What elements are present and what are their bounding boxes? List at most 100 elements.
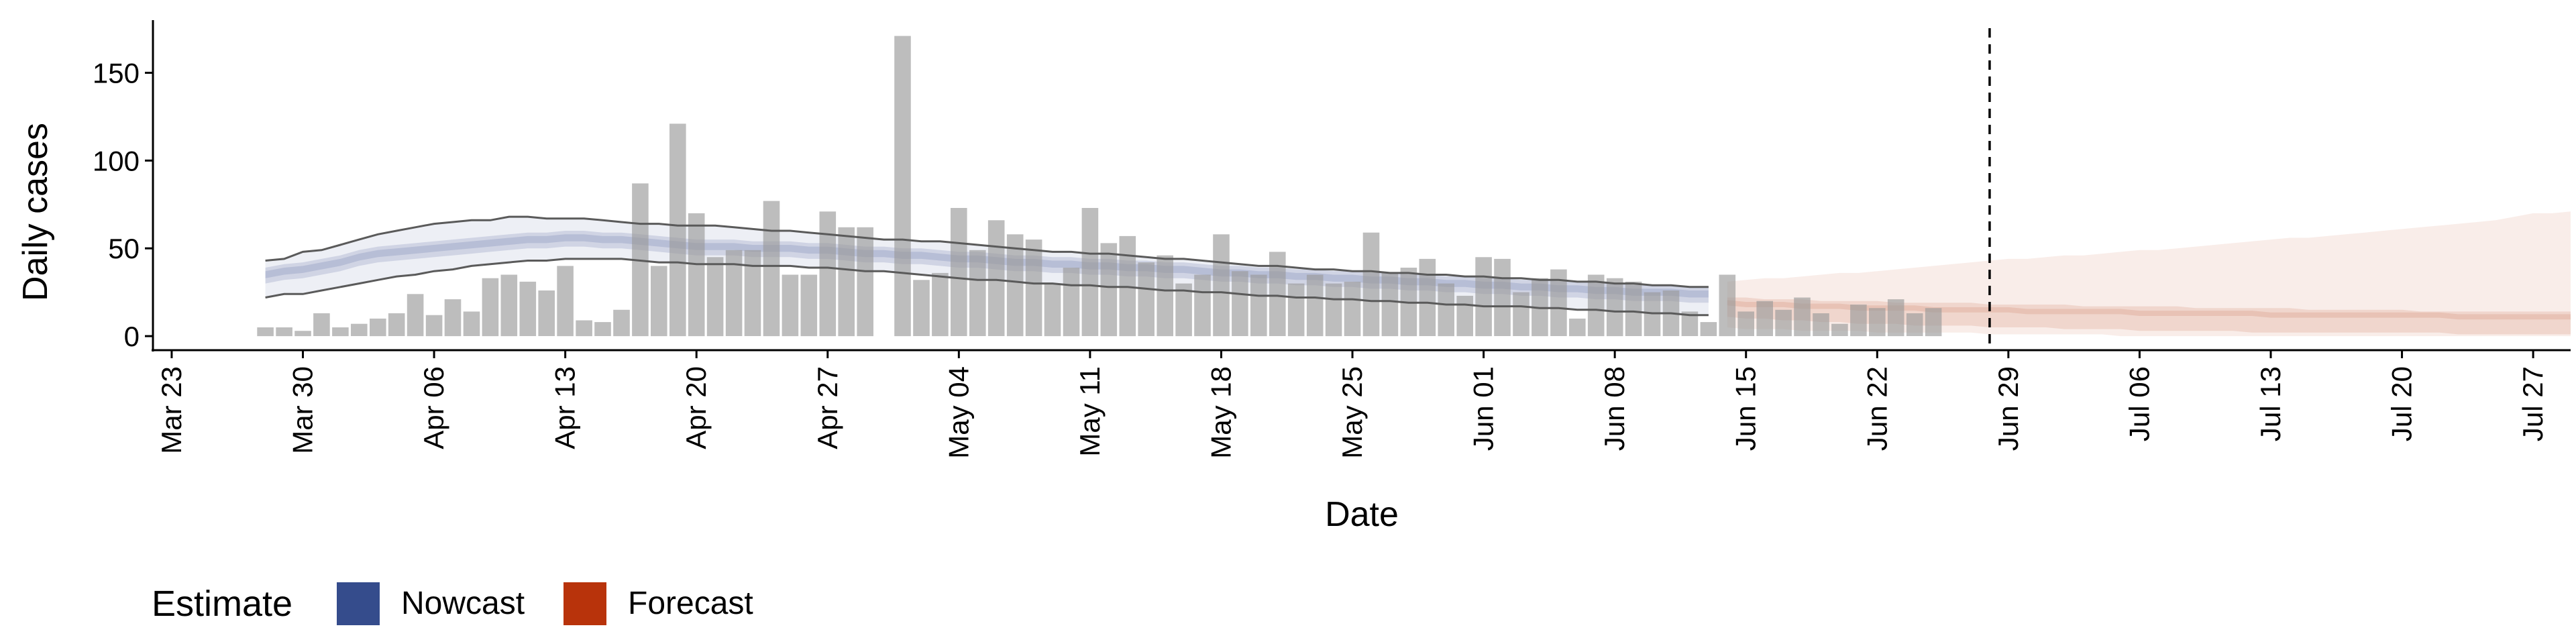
case-bar-2020-06-21 [1850,305,1867,337]
case-bar-2020-06-09 [1625,281,1642,336]
case-bar-2020-03-31 [313,313,330,336]
case-bar-2020-05-05 [969,250,986,336]
case-bar-2020-04-16 [613,309,630,337]
case-bar-2020-04-18 [651,266,667,337]
y-tick-label-100: 100 [93,145,140,176]
case-bar-2020-05-22 [1287,283,1305,337]
case-bar-2020-05-03 [932,272,949,337]
x-tick-label-2020-06-29: Jun 29 [1992,366,2024,451]
case-bar-2020-04-23 [744,250,761,336]
case-bar-2020-06-01 [1475,257,1492,337]
case-bar-2020-05-09 [1044,283,1061,337]
case-bar-2020-05-11 [1081,208,1099,336]
case-bar-2020-06-03 [1513,292,1529,336]
case-bar-2020-05-07 [1006,234,1024,337]
legend-title: Estimate [152,584,292,624]
case-bar-2020-06-08 [1606,278,1623,337]
case-bar-2020-05-12 [1100,243,1118,337]
legend-label-nowcast: Nowcast [401,586,525,621]
x-tick-label-2020-03-23: Mar 23 [156,366,187,454]
x-axis-title: Date [1325,495,1399,534]
case-bar-2020-04-20 [688,213,705,337]
case-bar-2020-04-24 [763,201,780,337]
case-bar-2020-06-02 [1494,258,1511,336]
case-bar-2020-04-21 [706,257,724,337]
case-bar-2020-05-01 [894,36,911,337]
case-bar-2020-05-15 [1157,255,1173,337]
case-bar-2020-05-21 [1269,252,1286,336]
case-bar-2020-04-14 [576,320,592,337]
legend-swatch-nowcast [337,582,380,625]
case-bar-2020-04-27 [819,211,837,337]
case-bar-2020-05-18 [1213,234,1230,337]
case-bar-2020-05-19 [1232,271,1248,336]
x-tick-label-2020-07-20: Jul 20 [2386,366,2418,441]
case-bar-2020-06-25 [1925,308,1942,337]
case-bar-2020-05-31 [1456,295,1473,337]
case-bar-2020-04-12 [538,290,555,336]
case-bar-2020-03-28 [257,327,274,337]
case-bar-2020-04-01 [332,327,349,337]
case-bar-2020-05-10 [1063,268,1080,337]
case-bar-2020-05-30 [1438,283,1454,337]
x-tick-label-2020-05-04: May 04 [943,366,974,459]
case-bar-2020-05-29 [1419,258,1436,336]
case-bar-2020-04-28 [838,227,855,337]
case-bar-2020-06-06 [1569,318,1586,337]
case-bar-2020-04-10 [500,274,518,337]
x-tick-label-2020-03-30: Mar 30 [287,366,319,454]
x-tick-label-2020-04-06: Apr 06 [418,366,449,449]
case-bar-2020-05-25 [1344,281,1361,336]
y-tick-label-0: 0 [124,321,140,352]
case-bar-2020-06-18 [1794,297,1811,337]
case-bar-2020-04-26 [800,274,818,337]
x-tick-label-2020-05-18: May 18 [1205,366,1236,459]
case-bar-2020-04-06 [425,315,443,337]
case-bar-2020-06-15 [1737,311,1754,336]
x-tick-label-2020-07-27: Jul 27 [2517,366,2548,441]
case-bar-2020-05-20 [1250,274,1267,337]
case-bar-2020-06-23 [1887,299,1904,337]
case-bar-2020-04-13 [557,266,574,337]
case-bar-2020-06-17 [1775,309,1792,337]
case-bar-2020-05-02 [913,280,930,336]
case-bar-2020-05-17 [1194,274,1211,337]
y-axis-title: Daily cases [16,123,55,301]
case-bar-2020-05-08 [1025,239,1042,336]
case-bar-2020-05-23 [1306,274,1324,337]
case-bar-2020-04-15 [594,322,611,336]
case-bar-2020-03-29 [276,327,292,337]
legend-label-forecast: Forecast [628,586,753,621]
y-tick-label-50: 50 [108,233,140,264]
case-bar-2020-06-19 [1813,313,1829,336]
case-bar-2020-06-14 [1719,274,1736,337]
case-bar-2020-05-27 [1381,272,1399,337]
case-bar-2020-06-24 [1906,313,1923,336]
x-tick-label-2020-04-13: Apr 13 [549,366,581,449]
x-tick-label-2020-06-08: Jun 08 [1599,366,1630,451]
case-bar-2020-05-16 [1175,283,1192,337]
case-bar-2020-04-08 [463,311,480,336]
case-bar-2020-04-07 [444,299,462,337]
case-bar-2020-04-05 [407,294,424,337]
case-bar-2020-04-22 [725,250,743,336]
case-bar-2020-04-19 [669,123,686,337]
case-bar-2020-05-24 [1325,283,1342,337]
x-tick-label-2020-06-01: Jun 01 [1468,366,1499,451]
x-tick-label-2020-05-25: May 25 [1336,366,1368,459]
x-tick-label-2020-06-15: Jun 15 [1730,366,1762,451]
case-bar-2020-05-14 [1138,262,1155,336]
case-bar-2020-03-30 [294,331,311,337]
case-bar-2020-04-03 [370,318,386,337]
case-bar-2020-05-04 [951,208,967,336]
nowcast-upper-line [265,215,1709,288]
x-tick-label-2020-07-13: Jul 13 [2255,366,2286,441]
legend-swatch-forecast [564,582,606,625]
case-bar-2020-04-04 [388,313,405,336]
case-bar-2020-06-07 [1587,274,1605,337]
case-bar-2020-04-25 [782,274,799,337]
y-tick-label-150: 150 [93,58,140,89]
x-tick-label-2020-05-11: May 11 [1074,366,1106,457]
